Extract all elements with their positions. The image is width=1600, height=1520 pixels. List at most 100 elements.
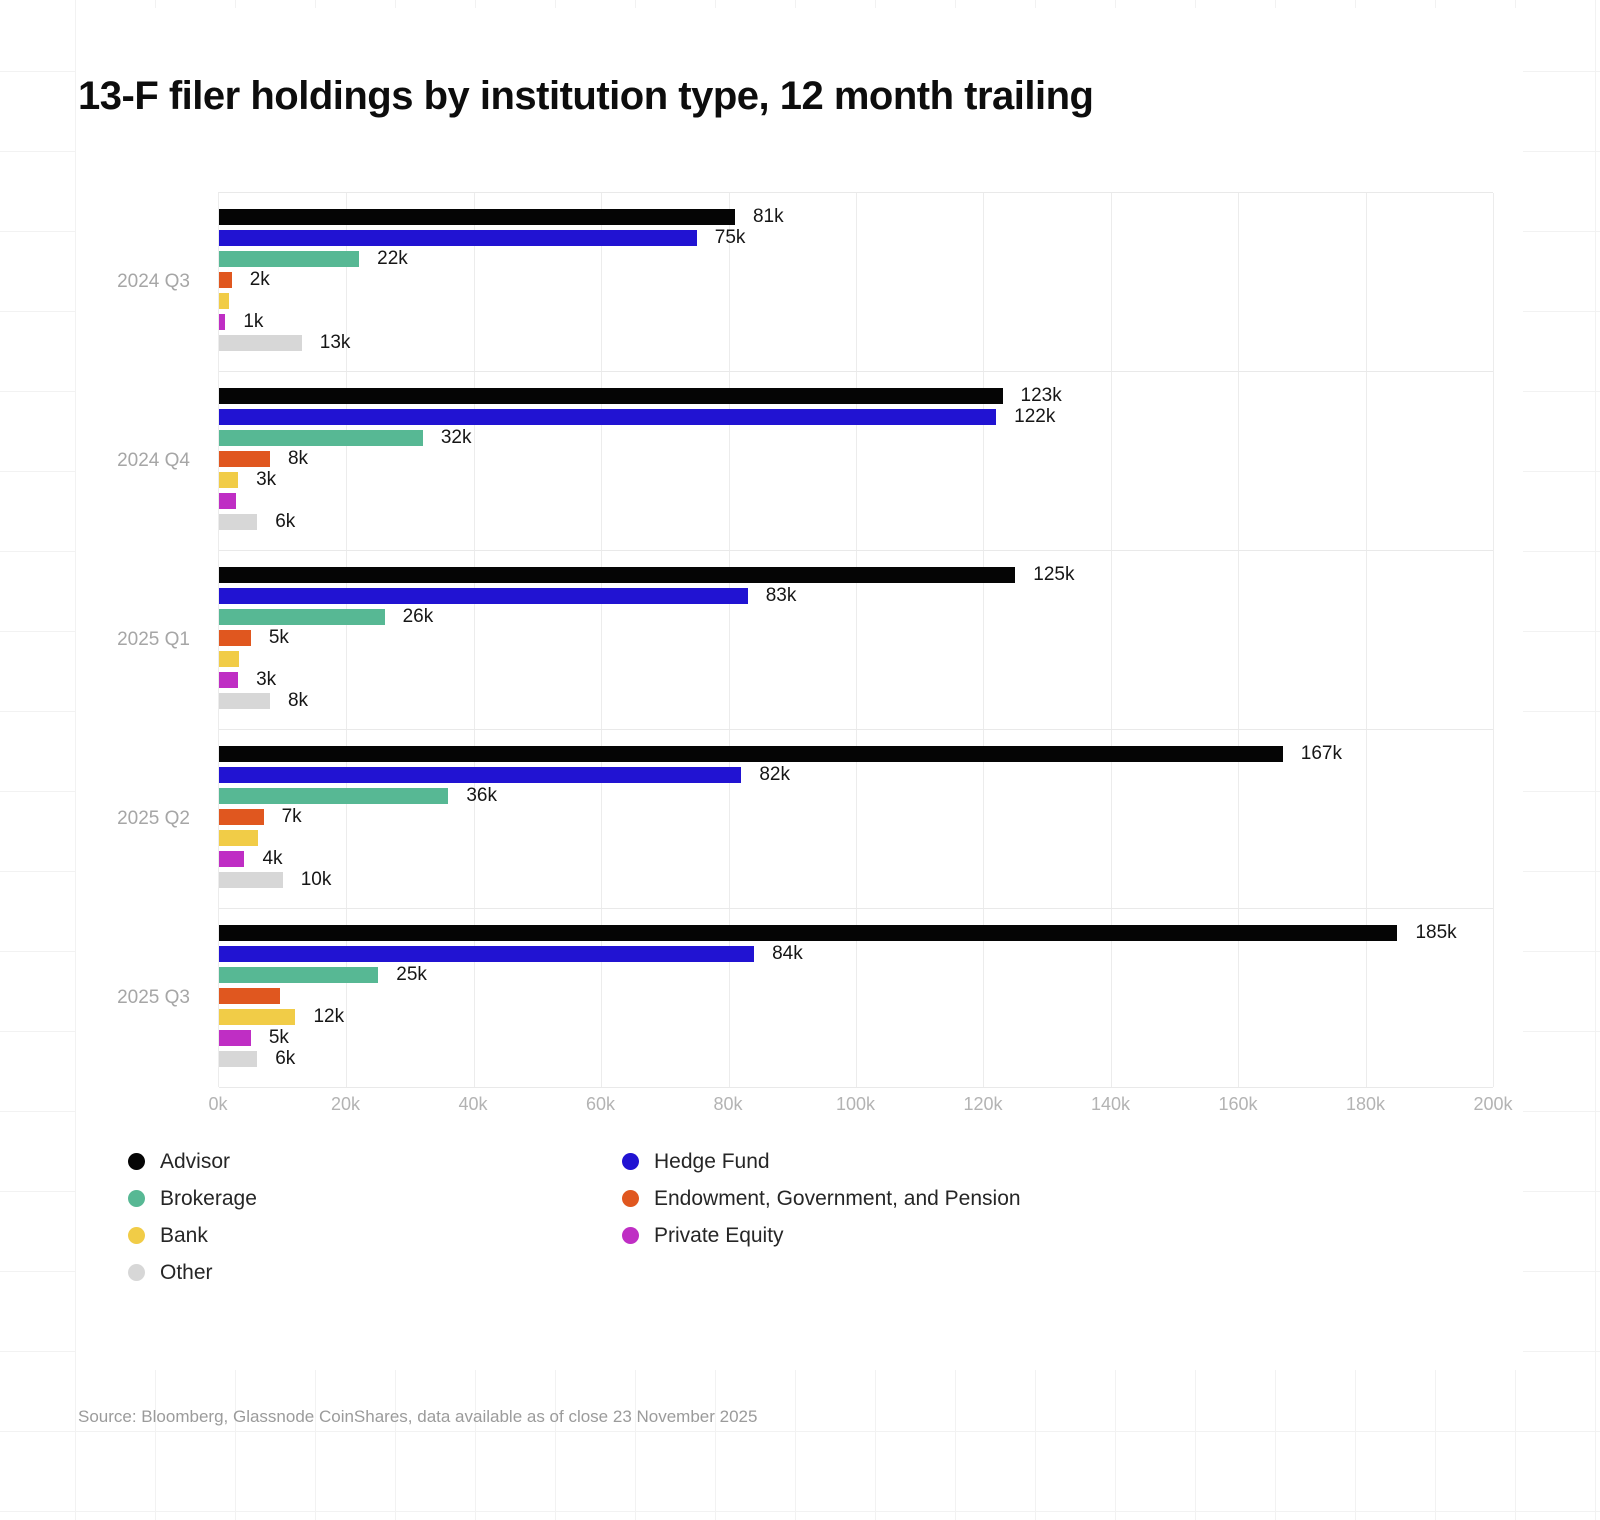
bar-other — [219, 514, 258, 530]
bar-row — [219, 493, 1493, 509]
bar-row — [219, 988, 1493, 1004]
legend-swatch-icon — [622, 1190, 639, 1207]
bar-advisor — [219, 925, 1398, 941]
bar-endowment-government-and-pension — [219, 272, 232, 288]
x-tick-140k: 140k — [1090, 1094, 1131, 1114]
bar-brokerage — [219, 788, 449, 804]
bar-endowment-government-and-pension — [219, 630, 251, 646]
bar-value-label: 81k — [752, 206, 784, 227]
bar-bank — [219, 1009, 296, 1025]
category-label-2024-q4: 2024 Q4 — [117, 449, 190, 471]
bar-value-label: 82k — [759, 764, 790, 785]
legend-item-private-equity: Private Equity — [622, 1217, 1021, 1254]
legend-swatch-icon — [128, 1264, 145, 1281]
gridline-60k — [601, 193, 603, 1087]
bar-bank — [219, 651, 239, 667]
source-note: Source: Bloomberg, Glassnode CoinShares,… — [78, 1407, 758, 1426]
legend-item-label: Hedge Fund — [654, 1149, 770, 1173]
bar-value-label: 3k — [256, 669, 277, 690]
x-tick-80k: 80k — [713, 1094, 743, 1114]
legend-item-bank: Bank — [128, 1217, 257, 1254]
gridline-200k — [1493, 193, 1494, 1087]
bar-value-label: 10k — [300, 869, 332, 890]
legend-swatch-icon — [128, 1153, 145, 1170]
bar-other — [219, 872, 283, 888]
bar-row: 5k — [219, 627, 1493, 648]
bar-row: 3k — [219, 469, 1493, 490]
bar-bank — [219, 293, 229, 309]
bar-value-label: 4k — [262, 848, 283, 869]
bar-row: 83k — [219, 585, 1493, 606]
bar-hedge-fund — [219, 409, 997, 425]
bar-row — [219, 651, 1493, 667]
bar-group-2025-q2: 167k 82k 36k 7k 4k 10k — [219, 730, 1493, 909]
bar-row: 26k — [219, 606, 1493, 627]
bar-row: 32k — [219, 427, 1493, 448]
legend-item-endowment-government-and-pension: Endowment, Government, and Pension — [622, 1180, 1021, 1217]
bar-value-label: 13k — [319, 332, 351, 353]
bar-hedge-fund — [219, 588, 748, 604]
bar-value-label: 26k — [402, 606, 434, 627]
bar-value-label: 32k — [440, 427, 472, 448]
bar-other — [219, 1051, 258, 1067]
gridline-100k — [856, 193, 857, 1087]
bar-row: 6k — [219, 511, 1493, 532]
bar-row: 8k — [219, 690, 1493, 711]
bar-row — [219, 830, 1493, 846]
bar-value-label: 6k — [275, 1048, 296, 1069]
legend-item-label: Other — [160, 1260, 213, 1284]
gridline-120k — [983, 193, 985, 1087]
bar-row: 4k — [219, 848, 1493, 869]
x-tick-0k: 0k — [208, 1094, 228, 1114]
legend-swatch-icon — [128, 1227, 145, 1244]
x-tick-180k: 180k — [1345, 1094, 1386, 1114]
bar-value-label: 22k — [377, 248, 408, 269]
bar-hedge-fund — [219, 946, 755, 962]
bar-endowment-government-and-pension — [219, 988, 280, 1004]
gridline-160k — [1238, 193, 1240, 1087]
bar-row: 123k — [219, 385, 1493, 406]
category-label-2025-q2: 2025 Q2 — [117, 807, 190, 829]
category-label-2024-q3: 2024 Q3 — [117, 270, 190, 292]
bar-row: 185k — [219, 922, 1493, 943]
bar-endowment-government-and-pension — [219, 809, 264, 825]
gridline-80k — [728, 193, 730, 1087]
x-tick-60k: 60k — [585, 1094, 616, 1114]
bar-row: 13k — [219, 332, 1493, 353]
x-axis: 0k 20k 40k 60k 80k 100k 120k 140k 160k 180k 200k — [208, 1094, 1512, 1118]
bar-private-equity — [219, 672, 239, 688]
bar-value-label: 25k — [396, 964, 427, 985]
bar-private-equity — [219, 851, 245, 867]
legend-swatch-icon — [622, 1227, 639, 1244]
bar-value-label: 75k — [714, 227, 746, 248]
legend-item-label: Brokerage — [160, 1186, 257, 1210]
bar-value-label: 2k — [249, 269, 270, 290]
bar-row: 3k — [219, 669, 1493, 690]
bar-row: 8k — [219, 448, 1493, 469]
legend-item-other: Other — [128, 1254, 257, 1291]
bar-other — [219, 693, 270, 709]
legend-item-label: Advisor — [160, 1149, 231, 1173]
legend-item-hedge-fund: Hedge Fund — [622, 1143, 1021, 1180]
bar-row: 10k — [219, 869, 1493, 890]
bar-value-label: 84k — [772, 943, 803, 964]
bar-brokerage — [219, 251, 360, 267]
bar-group-2024-q4: 123k 122k 32k 8k 3k 6k — [219, 372, 1493, 551]
bar-group-2025-q3: 185k 84k 25k 12k 5k 6k — [219, 909, 1493, 1088]
bar-row: 125k — [219, 564, 1493, 585]
bar-row: 22k — [219, 248, 1493, 269]
bar-value-label: 167k — [1300, 743, 1342, 764]
bar-row: 167k — [219, 743, 1493, 764]
legend-item-brokerage: Brokerage — [128, 1180, 257, 1217]
legend-column-1: Advisor Brokerage Bank Other — [128, 1143, 257, 1291]
bar-value-label: 5k — [268, 627, 289, 648]
bar-value-label: 12k — [313, 1006, 345, 1027]
bar-value-label: 83k — [765, 585, 797, 606]
bar-value-label: 7k — [281, 806, 302, 827]
legend-item-label: Bank — [160, 1223, 208, 1247]
plot-area: 81k 75k 22k 2k 1k 13k 123k 122k 32k 8k 3k 6k 125k 83k… — [218, 192, 1494, 1088]
x-tick-40k: 40k — [458, 1094, 488, 1114]
bar-group-2024-q3: 81k 75k 22k 2k 1k 13k — [219, 193, 1493, 372]
x-tick-160k: 160k — [1218, 1094, 1258, 1114]
bar-private-equity — [219, 314, 226, 330]
